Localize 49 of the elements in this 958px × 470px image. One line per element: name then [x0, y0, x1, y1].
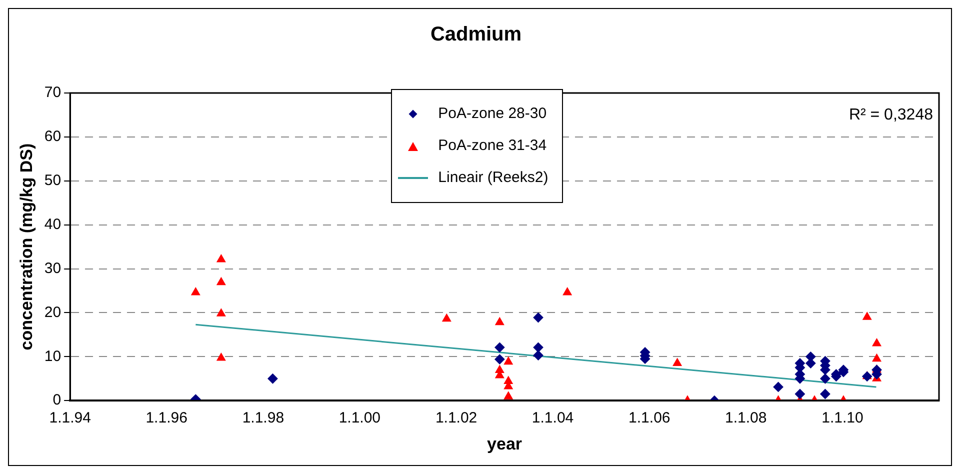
point — [494, 342, 505, 352]
x-tick-label: 1.1.00 — [338, 410, 381, 427]
x-tick-label: 1.1.10 — [822, 410, 864, 427]
y-tick-label: 20 — [44, 304, 62, 321]
x-axis-title: year — [487, 434, 522, 454]
point — [216, 308, 226, 316]
y-tick-label: 10 — [44, 348, 62, 365]
point — [504, 356, 513, 365]
y-tick-label: 50 — [44, 172, 62, 190]
point — [872, 338, 882, 346]
point — [773, 382, 784, 392]
x-tick-label: 1.1.96 — [146, 410, 188, 427]
y-tick-label: 60 — [44, 128, 62, 146]
chart-title: Cadmium — [430, 24, 522, 46]
point — [216, 352, 226, 361]
point — [533, 312, 544, 323]
x-tick-label: 1.1.98 — [242, 410, 284, 427]
x-tick-label: 1.1.94 — [49, 410, 91, 427]
x-tick-label: 1.1.04 — [532, 410, 574, 427]
point — [820, 374, 830, 384]
point — [442, 314, 452, 322]
point — [562, 288, 572, 296]
point — [862, 312, 872, 320]
y-tick-label: 70 — [44, 84, 62, 102]
y-tick-label: 40 — [44, 216, 62, 233]
annotation: R² = 0,3248 — [848, 106, 934, 124]
point — [533, 342, 544, 352]
y-tick-label: 30 — [44, 260, 62, 277]
point — [216, 254, 226, 262]
point — [806, 358, 816, 368]
legend-label: Lineair (Reeks2) — [438, 169, 548, 186]
point — [872, 354, 882, 362]
point — [191, 288, 200, 296]
y-tick-label: 0 — [52, 392, 62, 409]
point — [820, 389, 830, 400]
x-tick-label: 1.1.02 — [435, 410, 478, 427]
point — [504, 392, 513, 400]
point — [533, 350, 544, 360]
point — [494, 354, 505, 364]
point — [216, 277, 226, 286]
legend-label: PoA-zone 31-34 — [438, 137, 547, 154]
point — [495, 317, 504, 326]
x-tick-label: 1.1.06 — [628, 410, 670, 427]
point — [672, 358, 682, 366]
x-tick-label: 1.1.08 — [725, 410, 767, 427]
point — [794, 389, 805, 400]
y-axis-title: concentration (mg/kg DS) — [16, 143, 36, 350]
point — [268, 374, 278, 384]
legend-label: PoA-zone 28-30 — [438, 105, 547, 122]
